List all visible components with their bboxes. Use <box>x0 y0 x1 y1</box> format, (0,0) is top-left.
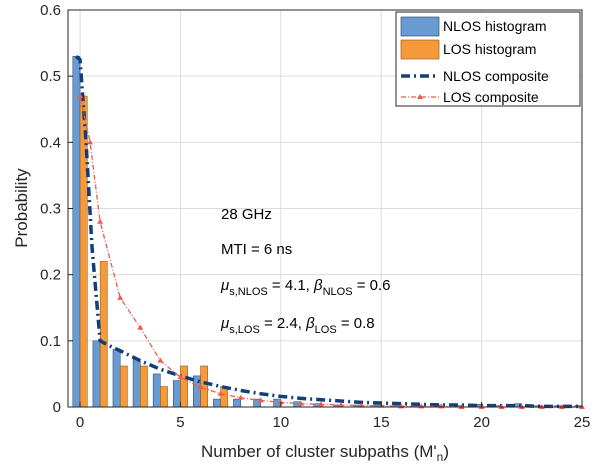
x-tick-label: 15 <box>373 414 390 431</box>
bar-los-histogram <box>160 386 168 408</box>
marker-los-composite <box>277 399 284 405</box>
bar-nlos-histogram <box>152 373 161 408</box>
x-tick-label: 10 <box>272 414 289 431</box>
marker-los-composite <box>317 401 324 407</box>
x-tick-label: 0 <box>76 414 84 431</box>
bar-los-histogram <box>140 365 148 408</box>
marker-los-composite <box>117 294 124 300</box>
y-axis-label: Probability <box>12 168 31 248</box>
y-tick-label: 0.2 <box>40 267 61 284</box>
legend-marker-los-composite <box>417 94 423 99</box>
marker-los-composite <box>177 374 184 380</box>
bar-nlos-histogram <box>233 398 241 408</box>
annotation-block: 28 GHz MTI = 6 ns μs,NLOS = 4.1, βNLOS =… <box>220 206 391 336</box>
marker-los-composite <box>297 400 304 406</box>
marker-los-composite <box>338 402 345 408</box>
annotation-frequency: 28 GHz <box>221 206 272 223</box>
x-tick-label: 5 <box>176 414 184 431</box>
legend: NLOS histogram LOS histogram NLOS compos… <box>395 11 581 107</box>
y-tick-label: 0.1 <box>40 333 61 350</box>
marker-los-composite <box>237 394 244 400</box>
marker-los-composite <box>77 93 84 99</box>
marker-los-composite <box>257 397 264 403</box>
legend-label-los-histogram: LOS histogram <box>443 41 536 57</box>
marker-los-composite <box>87 139 94 145</box>
y-tick-label: 0.6 <box>40 2 61 19</box>
ticks: 0 5 10 15 20 25 0 0.1 0.2 0.3 0.4 0.5 0.6 <box>40 2 590 431</box>
bar-nlos-histogram <box>72 56 81 408</box>
bar-nlos-histogram <box>92 340 101 408</box>
marker-los-composite <box>197 384 204 390</box>
legend-label-nlos-histogram: NLOS histogram <box>443 18 546 34</box>
y-tick-label: 0.4 <box>40 134 61 151</box>
marker-los-composite <box>137 324 144 330</box>
marker-los-composite <box>97 218 104 224</box>
y-tick-label: 0.3 <box>40 201 61 218</box>
marker-los-composite <box>217 390 224 396</box>
bar-nlos-histogram <box>132 359 141 408</box>
annotation-mti: MTI = 6 ns <box>221 241 292 258</box>
annotation-los-params: μs,LOS = 2.4, βLOS = 0.8 <box>220 315 375 336</box>
x-axis-label: Number of cluster subpaths (M'n) <box>201 442 449 464</box>
bar-los-histogram <box>180 365 188 408</box>
legend-label-los-composite: LOS composite <box>443 89 539 105</box>
legend-swatch-los-histogram <box>400 39 440 60</box>
x-axis-label-sub: n <box>437 450 444 464</box>
marker-los-composite <box>157 357 164 363</box>
y-tick-label: 0 <box>53 399 61 416</box>
bar-los-histogram <box>220 386 229 408</box>
grid <box>68 9 583 408</box>
legend-swatch-nlos-histogram <box>400 16 440 37</box>
marker-los-composite <box>358 402 365 408</box>
y-tick-label: 0.5 <box>40 68 61 85</box>
annotation-nlos-params: μs,NLOS = 4.1, βNLOS = 0.6 <box>220 277 391 298</box>
bar-los-histogram <box>79 95 88 408</box>
bar-nlos-histogram <box>112 349 121 408</box>
x-tick-label: 25 <box>574 414 591 431</box>
bar-nlos-histogram <box>172 380 181 408</box>
legend-label-nlos-composite: NLOS composite <box>443 68 549 84</box>
bar-los-histogram <box>119 365 128 408</box>
x-tick-label: 20 <box>473 414 490 431</box>
bar-nlos-histogram <box>213 398 221 408</box>
